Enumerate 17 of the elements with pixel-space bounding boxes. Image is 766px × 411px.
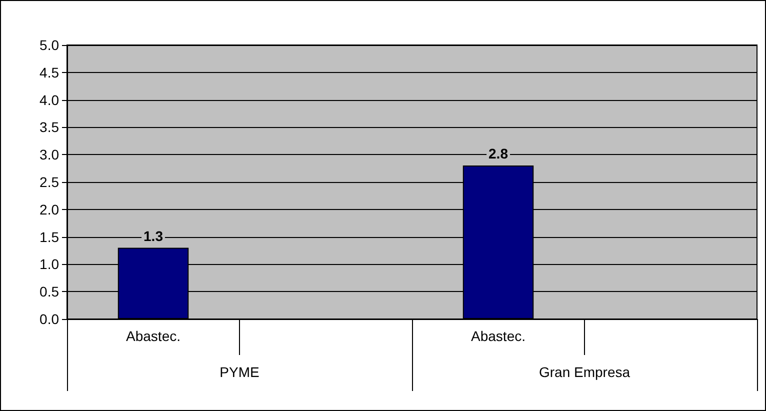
y-tick-label: 3.5 — [40, 119, 60, 136]
y-tick-label: 2.0 — [40, 201, 60, 218]
y-tick-label: 0.5 — [40, 284, 60, 300]
y-tick-label: 1.5 — [40, 228, 60, 245]
y-tick-label: 2.5 — [40, 174, 60, 190]
x-tick-label: Abastec. — [126, 328, 180, 344]
y-tick-label: 3.0 — [40, 146, 60, 163]
text: Gran Empresa — [538, 364, 630, 380]
x-tick-label: Abastec. — [471, 328, 526, 344]
y-tick-label: 5.0 — [40, 37, 60, 53]
data-label: 1.3 — [144, 228, 164, 244]
y-tick-label: 1.0 — [40, 256, 60, 272]
y-tick-label: 4.0 — [40, 92, 60, 108]
y-tick-label: 0.0 — [40, 311, 60, 327]
y-tick-label: 4.5 — [40, 64, 60, 80]
data-label: 2.8 — [488, 146, 508, 162]
text: PYME — [220, 364, 260, 380]
